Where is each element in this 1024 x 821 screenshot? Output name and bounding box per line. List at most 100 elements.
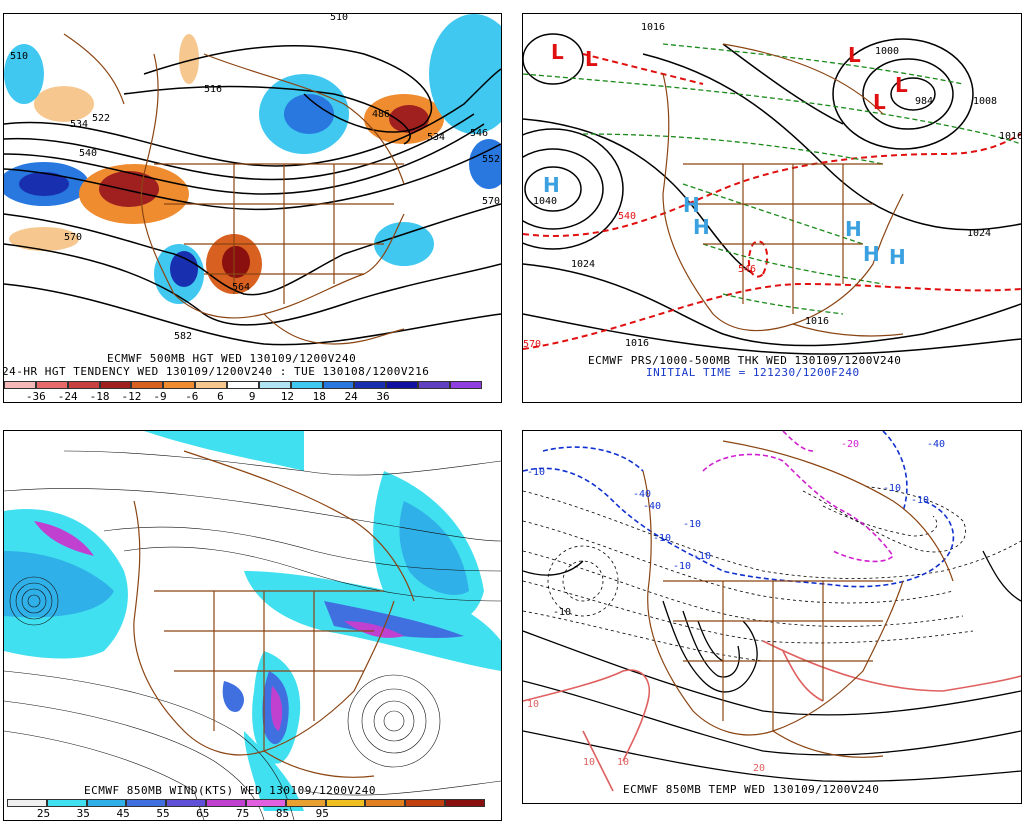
panel-500mb-height: 510 516 522 534 540 570 582 546 552 570 … bbox=[3, 13, 502, 403]
svg-text:522: 522 bbox=[92, 113, 110, 124]
svg-text:546: 546 bbox=[470, 128, 488, 139]
colorbar-tick-label: 95 bbox=[315, 807, 329, 820]
svg-text:540: 540 bbox=[79, 148, 97, 159]
svg-text:L: L bbox=[895, 73, 908, 97]
svg-text:-10: -10 bbox=[673, 561, 691, 572]
height-contour-labels: 510 516 522 534 540 570 582 546 552 570 … bbox=[10, 14, 500, 342]
svg-text:546: 546 bbox=[738, 264, 756, 275]
panel-3-title: ECMWF 850MB WIND(KTS) WED 130109/1200V24… bbox=[84, 784, 377, 797]
colorbar-swatch bbox=[7, 799, 47, 807]
isobars bbox=[523, 33, 1021, 355]
svg-text:L: L bbox=[585, 47, 598, 71]
colorbar-tick-label: 24 bbox=[344, 390, 358, 403]
svg-text:20: 20 bbox=[753, 763, 765, 774]
map-850mb-wind bbox=[4, 431, 501, 820]
svg-text:10: 10 bbox=[527, 699, 539, 710]
colorbar-swatch bbox=[245, 799, 286, 807]
colorbar-swatch bbox=[386, 381, 419, 389]
svg-text:-40: -40 bbox=[927, 439, 945, 450]
colorbar-tick-label: 6 bbox=[217, 390, 224, 403]
height-tendency-fills bbox=[4, 14, 501, 304]
colorbar-swatch bbox=[46, 799, 87, 807]
cold-isotherms bbox=[523, 485, 1021, 662]
colorbar-swatch bbox=[258, 381, 291, 389]
svg-text:10: 10 bbox=[617, 757, 629, 768]
colorbar-tick-label: -6 bbox=[185, 390, 199, 403]
coastlines bbox=[642, 440, 954, 758]
panel-2-subtitle: INITIAL TIME = 121230/1200F240 bbox=[646, 366, 860, 379]
svg-text:H: H bbox=[543, 173, 560, 197]
colorbar-swatch bbox=[325, 799, 366, 807]
colorbar-swatch bbox=[354, 381, 387, 389]
colorbar-swatch bbox=[290, 381, 323, 389]
colorbar-swatch bbox=[285, 799, 326, 807]
colorbar-tick-label: 85 bbox=[275, 807, 290, 820]
warm-red-isotherms bbox=[523, 640, 1021, 792]
coastlines bbox=[63, 33, 405, 345]
svg-text:564: 564 bbox=[232, 282, 250, 293]
svg-text:-10: -10 bbox=[653, 533, 671, 544]
panel-1-colorbar bbox=[4, 381, 482, 389]
colorbar-swatch bbox=[206, 799, 246, 807]
svg-text:516: 516 bbox=[204, 84, 222, 95]
svg-text:1024: 1024 bbox=[967, 228, 991, 239]
svg-text:510: 510 bbox=[10, 51, 28, 62]
svg-text:L: L bbox=[873, 90, 886, 114]
svg-text:-40: -40 bbox=[643, 501, 661, 512]
magenta-isotherms bbox=[702, 431, 895, 563]
svg-text:H: H bbox=[863, 242, 880, 266]
colorbar-tick-label: 18 bbox=[312, 390, 326, 403]
cold-blue-isotherms bbox=[523, 431, 955, 588]
pressure-centers: H H H H H H L L L L L bbox=[543, 40, 908, 269]
panel-2-title: ECMWF PRS/1000-500MB THK WED 130109/1200… bbox=[588, 354, 902, 367]
colorbar-swatch bbox=[35, 381, 68, 389]
coastlines bbox=[662, 43, 904, 337]
colorbar-tick-label: 9 bbox=[248, 390, 256, 403]
svg-text:1016: 1016 bbox=[625, 338, 649, 349]
colorbar-tick-label: -36 bbox=[25, 390, 46, 403]
svg-text:-10: -10 bbox=[911, 495, 929, 506]
colorbar-tick-label: 65 bbox=[196, 807, 210, 820]
colorbar-swatch bbox=[450, 381, 482, 389]
svg-text:540: 540 bbox=[618, 211, 636, 222]
svg-text:486: 486 bbox=[372, 109, 390, 120]
colorbar-swatch bbox=[163, 381, 196, 389]
colorbar-swatch bbox=[86, 799, 127, 807]
colorbar-tick-label: 12 bbox=[280, 390, 295, 403]
streamlines bbox=[4, 450, 501, 820]
colorbar-tick-label: -12 bbox=[121, 390, 142, 403]
svg-text:-20: -20 bbox=[841, 439, 859, 450]
svg-text:L: L bbox=[848, 43, 861, 67]
colorbar-swatch bbox=[126, 799, 167, 807]
colorbar-swatch bbox=[4, 381, 36, 389]
colorbar-swatch bbox=[405, 799, 446, 807]
svg-text:570: 570 bbox=[64, 232, 82, 243]
colorbar-swatch bbox=[195, 381, 228, 389]
colorbar-swatch bbox=[418, 381, 451, 389]
svg-text:1008: 1008 bbox=[973, 96, 997, 107]
svg-text:582: 582 bbox=[174, 331, 192, 342]
svg-text:-10: -10 bbox=[693, 551, 711, 562]
panel-1-colorbar-labels: -36 -24 -18 -12 -9 -6 6 9 12 18 24 36 bbox=[4, 390, 501, 403]
colorbar-tick-label: -24 bbox=[57, 390, 78, 403]
svg-text:-10: -10 bbox=[527, 467, 545, 478]
colorbar-tick-label: 75 bbox=[236, 807, 250, 820]
map-500mb: 510 516 522 534 540 570 582 546 552 570 … bbox=[4, 14, 501, 346]
svg-text:H: H bbox=[693, 215, 710, 239]
svg-text:570: 570 bbox=[482, 196, 500, 207]
panel-1-title: ECMWF 500MB HGT WED 130109/1200V240 bbox=[107, 352, 357, 365]
svg-text:984: 984 bbox=[915, 96, 933, 107]
temp-contour-labels: -10 -40 -40 -10 -10 -10 -10 -40 -10 -10 … bbox=[527, 439, 945, 774]
svg-text:H: H bbox=[889, 245, 906, 269]
panel-850mb-wind: ECMWF 850MB WIND(KTS) WED 130109/1200V24… bbox=[3, 430, 502, 821]
thickness-green-lines bbox=[523, 43, 1021, 315]
svg-text:H: H bbox=[845, 217, 862, 241]
height-contours bbox=[4, 44, 501, 346]
svg-text:-40: -40 bbox=[633, 489, 651, 500]
svg-text:510: 510 bbox=[330, 14, 348, 23]
warm-isotherms bbox=[523, 550, 1021, 782]
colorbar-tick-label: 55 bbox=[156, 807, 170, 820]
colorbar-swatch bbox=[131, 381, 164, 389]
wind-speed-fills bbox=[4, 431, 501, 811]
map-850mb-temp: -10 -40 -40 -10 -10 -10 -10 -40 -10 -10 … bbox=[523, 431, 1021, 792]
